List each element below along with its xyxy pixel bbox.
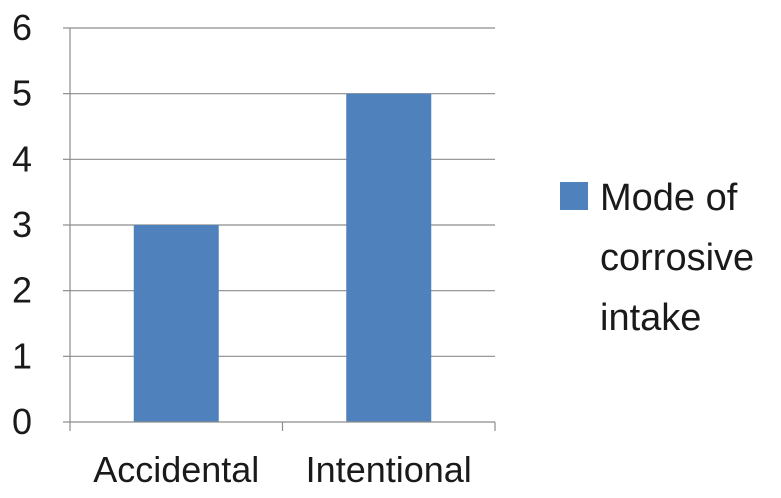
legend: Mode of corrosive intake [560,177,754,339]
legend-swatch [560,182,588,210]
x-tick-label: Intentional [306,449,472,490]
y-tick-label: 0 [12,401,32,442]
bar-accidental [133,225,219,422]
y-tick-labels: 0 1 2 3 4 5 6 [12,7,32,442]
y-tick-label: 5 [12,73,32,114]
legend-label: Mode of corrosive intake [600,177,754,339]
y-tick-label: 3 [12,204,32,245]
axes [63,27,496,431]
y-tick-label: 1 [12,335,32,376]
x-tick-label: Accidental [93,449,259,490]
y-tick-label: 2 [12,270,32,311]
bar-intentional [346,93,432,423]
y-tick-label: 4 [12,138,32,179]
y-tick-label: 6 [12,7,32,48]
bars [133,93,432,423]
x-tick-labels: Accidental Intentional [93,449,472,490]
